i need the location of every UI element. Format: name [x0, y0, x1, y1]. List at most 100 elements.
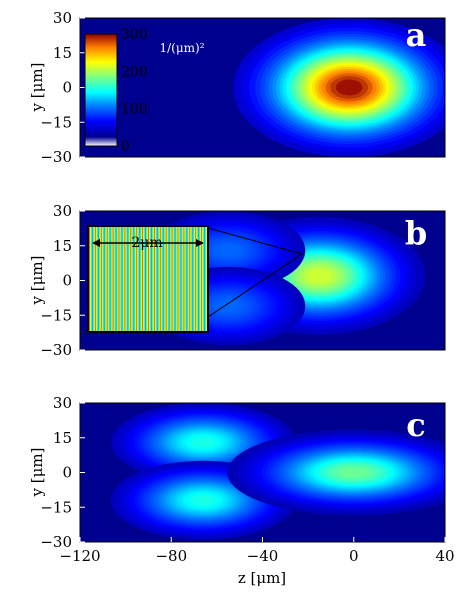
- inset-fringe-stripe: [131, 227, 133, 331]
- panel-c-xlabel: z [μm]: [238, 569, 286, 587]
- panel-a-letter: a: [406, 16, 427, 54]
- inset-fringe-stripe: [189, 227, 191, 331]
- inset-fringe-stripe: [124, 227, 126, 331]
- inset-fringe-stripe: [121, 227, 123, 331]
- density-level-0-27: [191, 437, 215, 448]
- density-level-0-27: [335, 79, 363, 96]
- inset-fringe-stripe: [111, 227, 113, 331]
- inset-fringe-stripe: [191, 227, 193, 331]
- inset-fringe-stripe: [104, 227, 107, 331]
- panel-c-y-ticks: 30 15 0 −15 −30: [40, 394, 85, 551]
- inset-fringe-stripe: [167, 227, 170, 331]
- inset-fringe-stripe: [176, 227, 178, 331]
- panel-a: 30 15 0 −15 −30 y [μm] a 300 200 100 0 1/(μm)²: [28, 9, 446, 166]
- colorbar: 300 200 100 0 1/(μm)²: [84, 27, 205, 155]
- inset-fringe-stripe: [120, 227, 122, 331]
- inset-fringe-stripe: [166, 227, 169, 331]
- inset-fringe-stripe: [126, 227, 128, 331]
- panel-c-letter: c: [406, 406, 425, 444]
- inset-fringe-stripe: [134, 227, 136, 331]
- inset-fringe-stripe: [182, 227, 184, 331]
- inset-fringe-stripe: [155, 227, 158, 331]
- inset-fringe-stripe: [132, 227, 134, 331]
- inset-fringe-stripe: [190, 227, 192, 331]
- inset-fringe-stripe: [135, 227, 137, 331]
- inset-fringe-stripe: [90, 227, 93, 331]
- inset-fringe-stripe: [103, 227, 106, 331]
- panel-b: 30 15 0 −15 −30 y [μm] b 2μm: [28, 202, 446, 359]
- inset-fringe-stripe: [164, 227, 167, 331]
- inset-fringe-stripe: [94, 227, 97, 331]
- inset-fringe-pattern: [89, 227, 208, 331]
- inset-fringe-stripe: [206, 227, 208, 331]
- inset-fringe-stripe: [89, 227, 91, 331]
- colorbar-ticks: 300 200 100 0: [121, 27, 148, 155]
- inset-fringe-stripe: [186, 227, 188, 331]
- inset-fringe-stripe: [184, 227, 186, 331]
- inset-fringe-stripe: [150, 227, 153, 331]
- inset-fringe-stripe: [192, 227, 194, 331]
- inset-fringe-stripe: [169, 227, 172, 331]
- x-tick-label: 40: [435, 547, 454, 565]
- inset-fringe-stripe: [171, 227, 173, 331]
- panel-c-x-ticks: −120 −80 −40 0 40: [59, 537, 455, 565]
- inset-pointer-line-top: [207, 227, 303, 255]
- inset-fringe-stripe: [148, 227, 150, 331]
- x-tick-label: 0: [349, 547, 359, 565]
- inset-fringe-stripe: [188, 227, 190, 331]
- panel-b-letter: b: [405, 214, 427, 252]
- inset-fringe-stripe: [203, 227, 205, 331]
- panel-a-ylabel: y [μm]: [28, 63, 46, 113]
- inset-fringe-stripe: [105, 227, 108, 331]
- inset-fringe-stripe: [112, 227, 114, 331]
- inset-scale-arrowhead-right: [196, 239, 204, 247]
- inset-fringe-stripe: [113, 227, 115, 331]
- colorbar-unit: 1/(μm)²: [159, 41, 204, 55]
- inset-fringe-stripe: [119, 227, 121, 331]
- y-tick-label: 30: [53, 394, 72, 412]
- inset-scale-label: 2μm: [131, 235, 162, 251]
- inset-fringe-stripe: [161, 227, 164, 331]
- x-tick-label: −120: [59, 547, 100, 565]
- density-level-1-27: [191, 495, 215, 506]
- inset-fringe-stripe: [116, 227, 118, 331]
- inset-fringe-stripe: [170, 227, 172, 331]
- inset-fringe-stripe: [138, 227, 140, 331]
- inset-fringe-stripe: [159, 227, 162, 331]
- inset-fringe-stripe: [101, 227, 104, 331]
- inset-fringe-stripe: [181, 227, 183, 331]
- inset-fringe-stripe: [109, 227, 112, 331]
- inset-fringe-stripe: [137, 227, 139, 331]
- colorbar-tick-label: 200: [121, 64, 148, 80]
- inset-fringe-stripe: [145, 227, 147, 331]
- inset-fringe-stripe: [205, 227, 207, 331]
- inset-fringe-stripe: [97, 227, 100, 331]
- panel-b-ylabel: y [μm]: [28, 256, 46, 306]
- inset-scale-arrowhead-left: [92, 239, 100, 247]
- inset-fringe-stripe: [201, 227, 203, 331]
- y-tick-label: −15: [40, 113, 72, 131]
- inset-fringe-stripe: [106, 227, 109, 331]
- inset-fringe-stripe: [198, 227, 200, 331]
- inset-fringe-stripe: [141, 227, 143, 331]
- panel-c-heatmap: [110, 403, 445, 540]
- y-tick-label: −30: [40, 341, 72, 359]
- inset-fringe-stripe: [147, 227, 149, 331]
- colorbar-gradient: [84, 33, 118, 147]
- panel-c-ylabel: y [μm]: [28, 448, 46, 498]
- inset-fringe-stripe: [148, 227, 151, 331]
- inset-fringe-stripe: [174, 227, 176, 331]
- y-tick-label: 15: [53, 429, 72, 447]
- density-level-1-27: [217, 244, 240, 256]
- panel-b-y-ticks: 30 15 0 −15 −30: [40, 202, 85, 359]
- inset-fringe-stripe: [149, 227, 152, 331]
- inset-fringe-stripe: [128, 227, 130, 331]
- inset-fringe-stripe: [173, 227, 175, 331]
- inset-fringe-stripe: [168, 227, 171, 331]
- inset-fringe-stripe: [194, 227, 196, 331]
- inset-fringe-stripe: [96, 227, 99, 331]
- inset-fringe-stripe: [200, 227, 202, 331]
- density-level-2-27: [339, 467, 369, 478]
- y-tick-label: 30: [53, 9, 72, 27]
